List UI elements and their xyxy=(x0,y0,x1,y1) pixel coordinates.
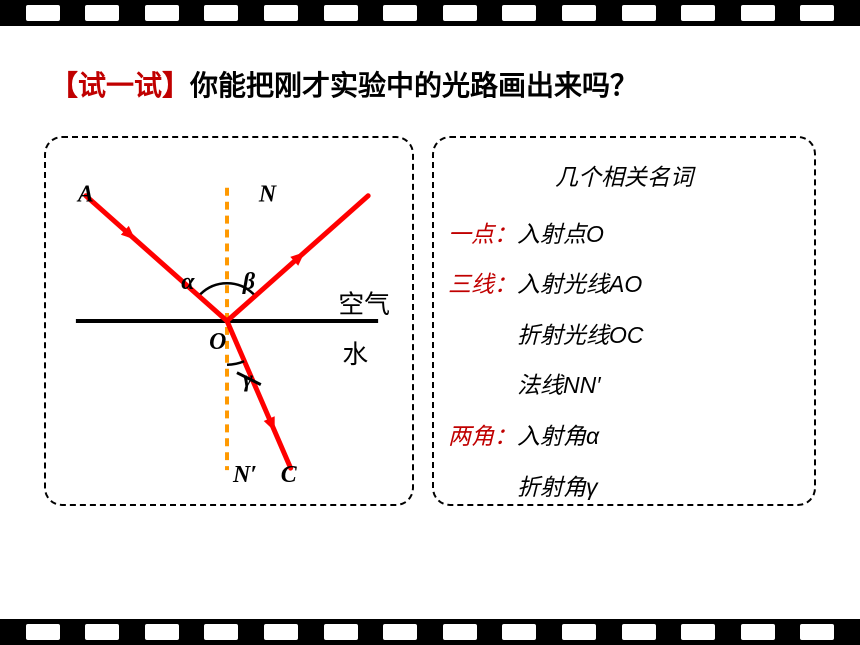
svg-text:水: 水 xyxy=(342,340,368,369)
film-sprocket xyxy=(383,5,417,21)
film-sprocket xyxy=(383,624,417,640)
film-sprocket xyxy=(681,624,715,640)
title-accent: 【试一试】 xyxy=(50,70,190,101)
film-sprocket xyxy=(85,5,119,21)
film-sprocket xyxy=(800,624,834,640)
film-sprocket xyxy=(443,624,477,640)
term-lines-head: 三线： xyxy=(448,259,517,310)
terms-subtitle: 几个相关名词 xyxy=(448,152,800,203)
terms-panel: 几个相关名词 一点： 入射点O 三线： 入射光线AO 折射光线OC 法线NN′ … xyxy=(432,136,816,506)
title-rest: 你能把刚才实验中的光路画出来吗？ xyxy=(190,70,638,101)
term-angles: 两角： 入射角α xyxy=(448,411,800,462)
term-point-head: 一点： xyxy=(448,209,517,260)
film-sprocket xyxy=(502,624,536,640)
term-line2: 折射光线OC xyxy=(517,310,800,361)
film-sprocket xyxy=(681,5,715,21)
film-sprocket xyxy=(502,5,536,21)
term-angle2: 折射角γ xyxy=(517,462,800,513)
film-sprocket xyxy=(26,624,60,640)
slide-title: 【试一试】你能把刚才实验中的光路画出来吗？ xyxy=(50,64,638,104)
film-sprocket xyxy=(264,624,298,640)
film-sprocket xyxy=(562,5,596,21)
film-sprocket xyxy=(264,5,298,21)
film-sprocket xyxy=(741,5,775,21)
film-sprocket xyxy=(741,624,775,640)
film-sprocket xyxy=(145,624,179,640)
diagram-panel: ANON′Cαβγ空气水 xyxy=(44,136,414,506)
film-strip-top xyxy=(0,0,860,26)
film-sprocket xyxy=(324,5,358,21)
film-sprocket xyxy=(622,5,656,21)
slide-content: 【试一试】你能把刚才实验中的光路画出来吗？ ANON′Cαβγ空气水 几个相关名… xyxy=(0,26,860,619)
refraction-diagram: ANON′Cαβγ空气水 xyxy=(60,152,398,490)
term-point: 一点： 入射点O xyxy=(448,209,800,260)
film-sprocket xyxy=(204,5,238,21)
film-sprocket xyxy=(562,624,596,640)
svg-text:空气: 空气 xyxy=(338,290,390,319)
film-sprocket xyxy=(443,5,477,21)
film-strip-bottom xyxy=(0,619,860,645)
term-lines: 三线： 入射光线AO xyxy=(448,259,800,310)
film-sprocket xyxy=(204,624,238,640)
film-sprocket xyxy=(26,5,60,21)
film-sprocket xyxy=(85,624,119,640)
term-angles-head: 两角： xyxy=(448,411,517,462)
svg-text:α: α xyxy=(181,269,195,295)
svg-text:O: O xyxy=(209,329,226,355)
term-line1: 入射光线AO xyxy=(517,259,642,310)
term-line3: 法线NN′ xyxy=(517,360,800,411)
film-sprocket xyxy=(800,5,834,21)
svg-text:N: N xyxy=(258,182,277,208)
svg-text:β: β xyxy=(242,269,256,295)
film-sprocket xyxy=(622,624,656,640)
term-point-text: 入射点O xyxy=(517,209,604,260)
svg-text:C: C xyxy=(281,462,298,488)
term-angle1: 入射角α xyxy=(517,411,599,462)
svg-text:N′: N′ xyxy=(232,462,257,488)
film-sprocket xyxy=(145,5,179,21)
svg-text:A: A xyxy=(76,182,94,208)
film-sprocket xyxy=(324,624,358,640)
